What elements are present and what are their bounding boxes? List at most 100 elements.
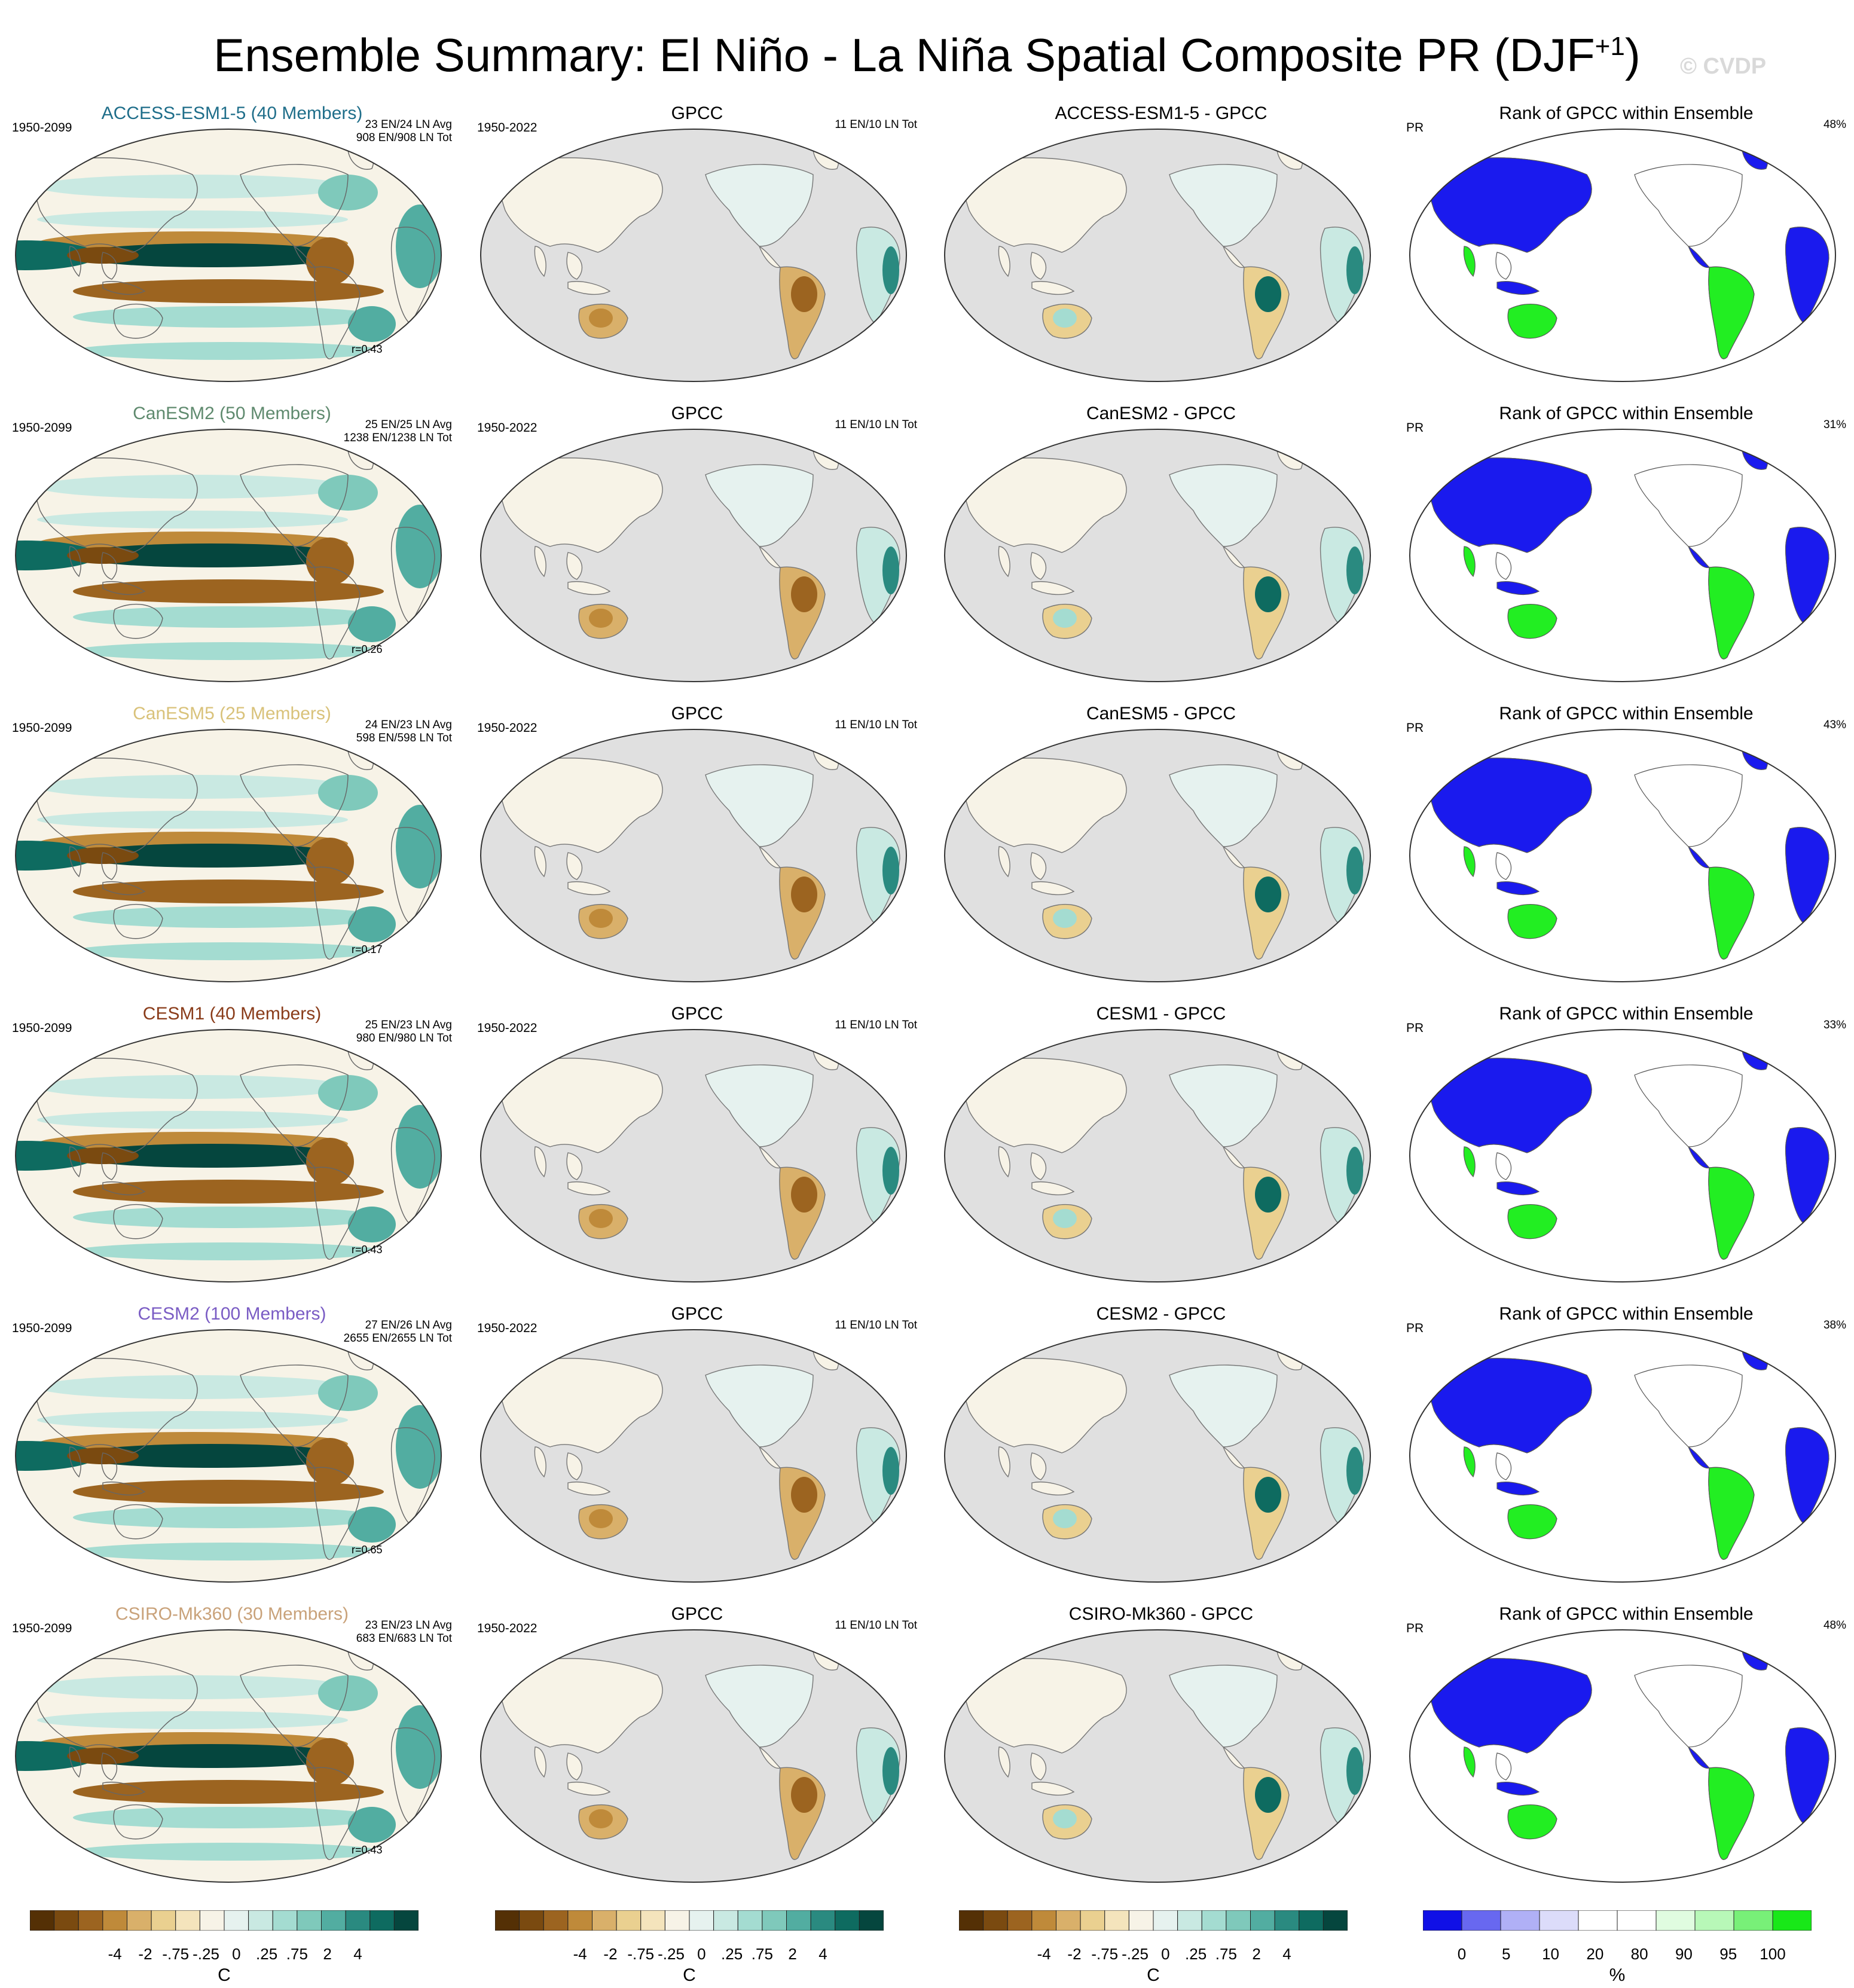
colorbar-swatch <box>567 1910 592 1931</box>
map-globe <box>15 729 442 982</box>
anomaly-band <box>73 1180 384 1204</box>
colorbar-swatch <box>1056 1910 1081 1931</box>
obs-panel: GPCC 1950-2022 11 EN/10 LN Tot <box>470 1303 924 1584</box>
model-panel: CESM1 (40 Members) 1950-2099 25 EN/23 LN A… <box>5 1003 459 1284</box>
coastline-samerica <box>314 1166 361 1260</box>
land-namerica <box>1169 764 1278 847</box>
map-globe <box>1409 429 1836 682</box>
map-globe <box>480 429 907 682</box>
colorbar-swatch <box>713 1910 738 1931</box>
colorbar-tick-label: -.75 <box>627 1945 655 1963</box>
land-eurasia <box>498 457 663 553</box>
model-title: CESM2 (100 Members) <box>138 1304 326 1324</box>
model-period: 1950-2099 <box>12 121 72 135</box>
coastline-india <box>69 846 81 878</box>
colorbar-swatch <box>29 1910 55 1931</box>
diff-title: ACCESS-ESM1-5 - GPCC <box>1055 103 1267 123</box>
globe-outline <box>480 729 907 982</box>
globe-outline <box>1409 1329 1836 1583</box>
anomaly-band <box>37 1411 348 1429</box>
land-eurasia <box>962 1058 1127 1153</box>
map-globe <box>15 429 442 682</box>
colorbar-swatch <box>983 1910 1008 1931</box>
coastline-india <box>69 1446 81 1478</box>
land-eurasia <box>498 758 663 853</box>
land-namerica <box>1169 1665 1278 1748</box>
land-maritime <box>1031 581 1075 596</box>
colorbar-swatch <box>1617 1910 1657 1931</box>
anomaly-band <box>37 1711 348 1729</box>
colorbar-swatch <box>640 1910 665 1931</box>
globe-outline <box>480 429 907 682</box>
model-counts: 23 EN/23 LN Avg 683 EN/683 LN Tot <box>356 1619 452 1645</box>
model-period: 1950-2099 <box>12 721 72 735</box>
obs-counts: 11 EN/10 LN Tot <box>835 1019 917 1031</box>
map-globe <box>1409 729 1836 982</box>
colorbar-swatch <box>1299 1910 1324 1931</box>
obs-period: 1950-2022 <box>477 721 537 735</box>
obs-title: GPCC <box>671 103 723 123</box>
rank-panel: Rank of GPCC within Ensemble PR 48% <box>1399 103 1853 384</box>
colorbar-swatch <box>321 1910 346 1931</box>
colorbar-swatch <box>859 1910 884 1931</box>
colorbar-tick-label: -.75 <box>162 1945 190 1963</box>
coastline-eurasia <box>33 1358 198 1453</box>
rank-title: Rank of GPCC within Ensemble <box>1499 704 1754 723</box>
globe-outline <box>480 1629 907 1883</box>
anomaly-band <box>37 1375 348 1399</box>
rank-land-maritime <box>1496 881 1540 895</box>
rank-panel: Rank of GPCC within Ensemble PR 38% <box>1399 1303 1853 1584</box>
obs-panel: GPCC 1950-2022 11 EN/10 LN Tot <box>470 1003 924 1284</box>
rank-land-australia <box>1507 303 1557 339</box>
coastline-namerica <box>240 1364 349 1448</box>
rank-panel: Rank of GPCC within Ensemble PR 31% <box>1399 403 1853 684</box>
rank-land-namerica <box>1634 464 1743 547</box>
land-seasia <box>566 852 583 880</box>
map-globe <box>15 1029 442 1282</box>
colorbar-tick-label: .75 <box>286 1945 308 1963</box>
model-tot: 980 EN/980 LN Tot <box>356 1032 452 1045</box>
colorbar-tick-label: .25 <box>721 1945 743 1963</box>
colorbar-swatch <box>543 1910 569 1931</box>
colorbar-swatch <box>297 1910 322 1931</box>
colorbar-swatch <box>1539 1910 1579 1931</box>
anomaly-band <box>73 1843 384 1861</box>
coastline-eurasia <box>33 1658 198 1754</box>
model-panel: CSIRO-Mk360 (30 Members) 1950-2099 23 EN/2… <box>5 1604 459 1885</box>
colorbar-swatch <box>1007 1910 1033 1931</box>
obs-title: GPCC <box>671 1304 723 1324</box>
colorbar-swatch <box>1733 1910 1773 1931</box>
colorbar-swatch <box>592 1910 617 1931</box>
obs-title: GPCC <box>671 1004 723 1024</box>
diff-title: CanESM2 - GPCC <box>1086 404 1236 423</box>
map-globe <box>944 1629 1371 1883</box>
anomaly-band <box>73 279 384 303</box>
rank-title: Rank of GPCC within Ensemble <box>1499 1004 1754 1024</box>
colorbar-swatch <box>1772 1910 1812 1931</box>
land-seasia <box>1030 1152 1047 1180</box>
rank-percent: 48% <box>1823 1619 1846 1632</box>
land-seasia <box>1030 252 1047 280</box>
title-text: Ensemble Summary: El Niño - La Niña Spat… <box>213 29 1595 81</box>
rank-land-australia <box>1507 1204 1557 1239</box>
rank-land-india <box>1463 1746 1476 1778</box>
land-india <box>534 1146 546 1178</box>
land-india <box>534 546 546 578</box>
rank-title: Rank of GPCC within Ensemble <box>1499 103 1754 123</box>
globe-outline <box>944 429 1371 682</box>
land-eurasia <box>498 1658 663 1754</box>
colorbar-tick-label: 2 <box>1252 1945 1261 1963</box>
land-eurasia <box>498 157 663 253</box>
anomaly-band <box>37 811 348 829</box>
map-globe <box>480 1029 907 1282</box>
colorbar-swatch <box>1226 1910 1251 1931</box>
colorbar-swatch <box>786 1910 811 1931</box>
figure-title: Ensemble Summary: El Niño - La Niña Spat… <box>0 11 1854 91</box>
rank-variable: PR <box>1406 1621 1424 1635</box>
obs-title: GPCC <box>671 404 723 423</box>
anomaly-band <box>37 210 348 228</box>
land-eurasia <box>498 1358 663 1453</box>
coastline-namerica <box>240 1064 349 1147</box>
colorbar-tick-label: 4 <box>818 1945 827 1963</box>
rank-land-seasia <box>1495 252 1511 280</box>
